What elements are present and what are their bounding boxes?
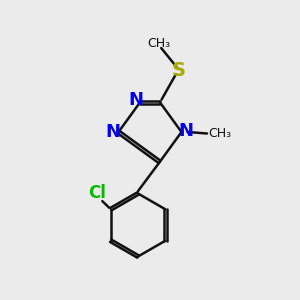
Text: Cl: Cl bbox=[88, 184, 106, 202]
Text: CH₃: CH₃ bbox=[208, 127, 232, 140]
Text: N: N bbox=[106, 123, 121, 141]
Text: CH₃: CH₃ bbox=[147, 37, 170, 50]
Text: N: N bbox=[129, 91, 144, 109]
Text: N: N bbox=[178, 122, 193, 140]
Text: S: S bbox=[171, 61, 185, 80]
